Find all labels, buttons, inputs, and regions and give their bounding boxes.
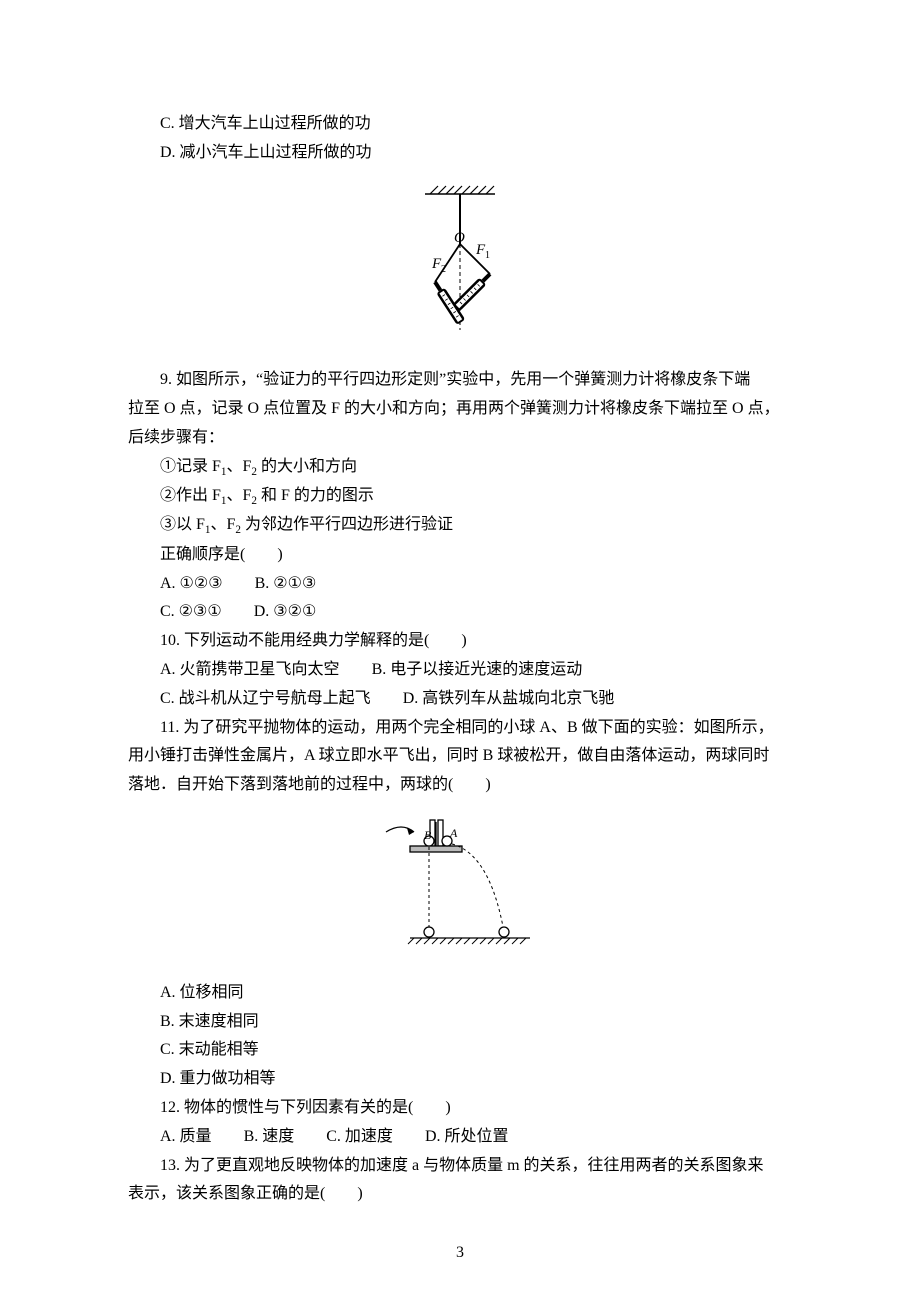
q9-ask: 正确顺序是( ): [128, 541, 792, 570]
q11-option-c: C. 末动能相等: [128, 1036, 792, 1065]
svg-text:2: 2: [441, 264, 446, 275]
figure-q9: O F 1 F 2: [128, 182, 792, 353]
svg-text:O: O: [454, 230, 465, 246]
q12-stem: 12. 物体的惯性与下列因素有关的是( ): [128, 1094, 792, 1123]
q11-stem-line2: 用小锤打击弹性金属片，A 球立即水平飞出，同时 B 球被松开，做自由落体运动，两…: [128, 742, 792, 771]
q13-stem-line1: 13. 为了更直观地反映物体的加速度 a 与物体质量 m 的关系，往往用两者的关…: [128, 1152, 792, 1181]
q9-step3: ③以 F1、F2 为邻边作平行四边形进行验证: [128, 511, 792, 540]
q10-stem: 10. 下列运动不能用经典力学解释的是( ): [128, 627, 792, 656]
q11-stem-line3: 落地．自开始下落到落地前的过程中，两球的( ): [128, 771, 792, 800]
q9-stem-line1: 9. 如图所示，“验证力的平行四边形定则”实验中，先用一个弹簧测力计将橡皮条下端: [128, 366, 792, 395]
q10-option-a: A. 火箭携带卫星飞向太空: [160, 656, 340, 685]
q8-option-c: C. 增大汽车上山过程所做的功: [128, 110, 792, 139]
q12-option-d: D. 所处位置: [425, 1123, 509, 1152]
q12-option-a: A. 质量: [160, 1123, 212, 1152]
figure-q11: B A: [128, 814, 792, 965]
q11-option-a: A. 位移相同: [128, 979, 792, 1008]
q9-option-b: B. ②①③: [255, 570, 317, 599]
q11-option-b: B. 末速度相同: [128, 1008, 792, 1037]
q9-step2: ②作出 F1、F2 和 F 的力的图示: [128, 482, 792, 511]
q12-option-c: C. 加速度: [326, 1123, 393, 1152]
q8-option-d: D. 减小汽车上山过程所做的功: [128, 139, 792, 168]
q9-option-a: A. ①②③: [160, 570, 223, 599]
q13-stem-line2: 表示，该关系图象正确的是( ): [128, 1180, 792, 1209]
svg-text:B: B: [424, 828, 432, 842]
q11-stem-line1: 11. 为了研究平抛物体的运动，用两个完全相同的小球 A、B 做下面的实验：如图…: [128, 714, 792, 743]
q9-stem-line2: 拉至 O 点，记录 O 点位置及 F 的大小和方向；再用两个弹簧测力计将橡皮条下…: [128, 395, 792, 424]
svg-text:1: 1: [485, 250, 490, 261]
q10-option-c: C. 战斗机从辽宁号航母上起飞: [160, 685, 371, 714]
q12-option-b: B. 速度: [244, 1123, 295, 1152]
q10-option-d: D. 高铁列车从盐城向北京飞驰: [403, 685, 615, 714]
svg-text:A: A: [449, 826, 458, 840]
page-number: 3: [0, 1239, 920, 1268]
q9-stem-line3: 后续步骤有：: [128, 424, 792, 453]
q10-option-b: B. 电子以接近光速的速度运动: [372, 656, 583, 685]
q9-step1: ①记录 F1、F2 的大小和方向: [128, 453, 792, 482]
q9-option-d: D. ③②①: [254, 598, 317, 627]
q9-option-c: C. ②③①: [160, 598, 222, 627]
q11-option-d: D. 重力做功相等: [128, 1065, 792, 1094]
